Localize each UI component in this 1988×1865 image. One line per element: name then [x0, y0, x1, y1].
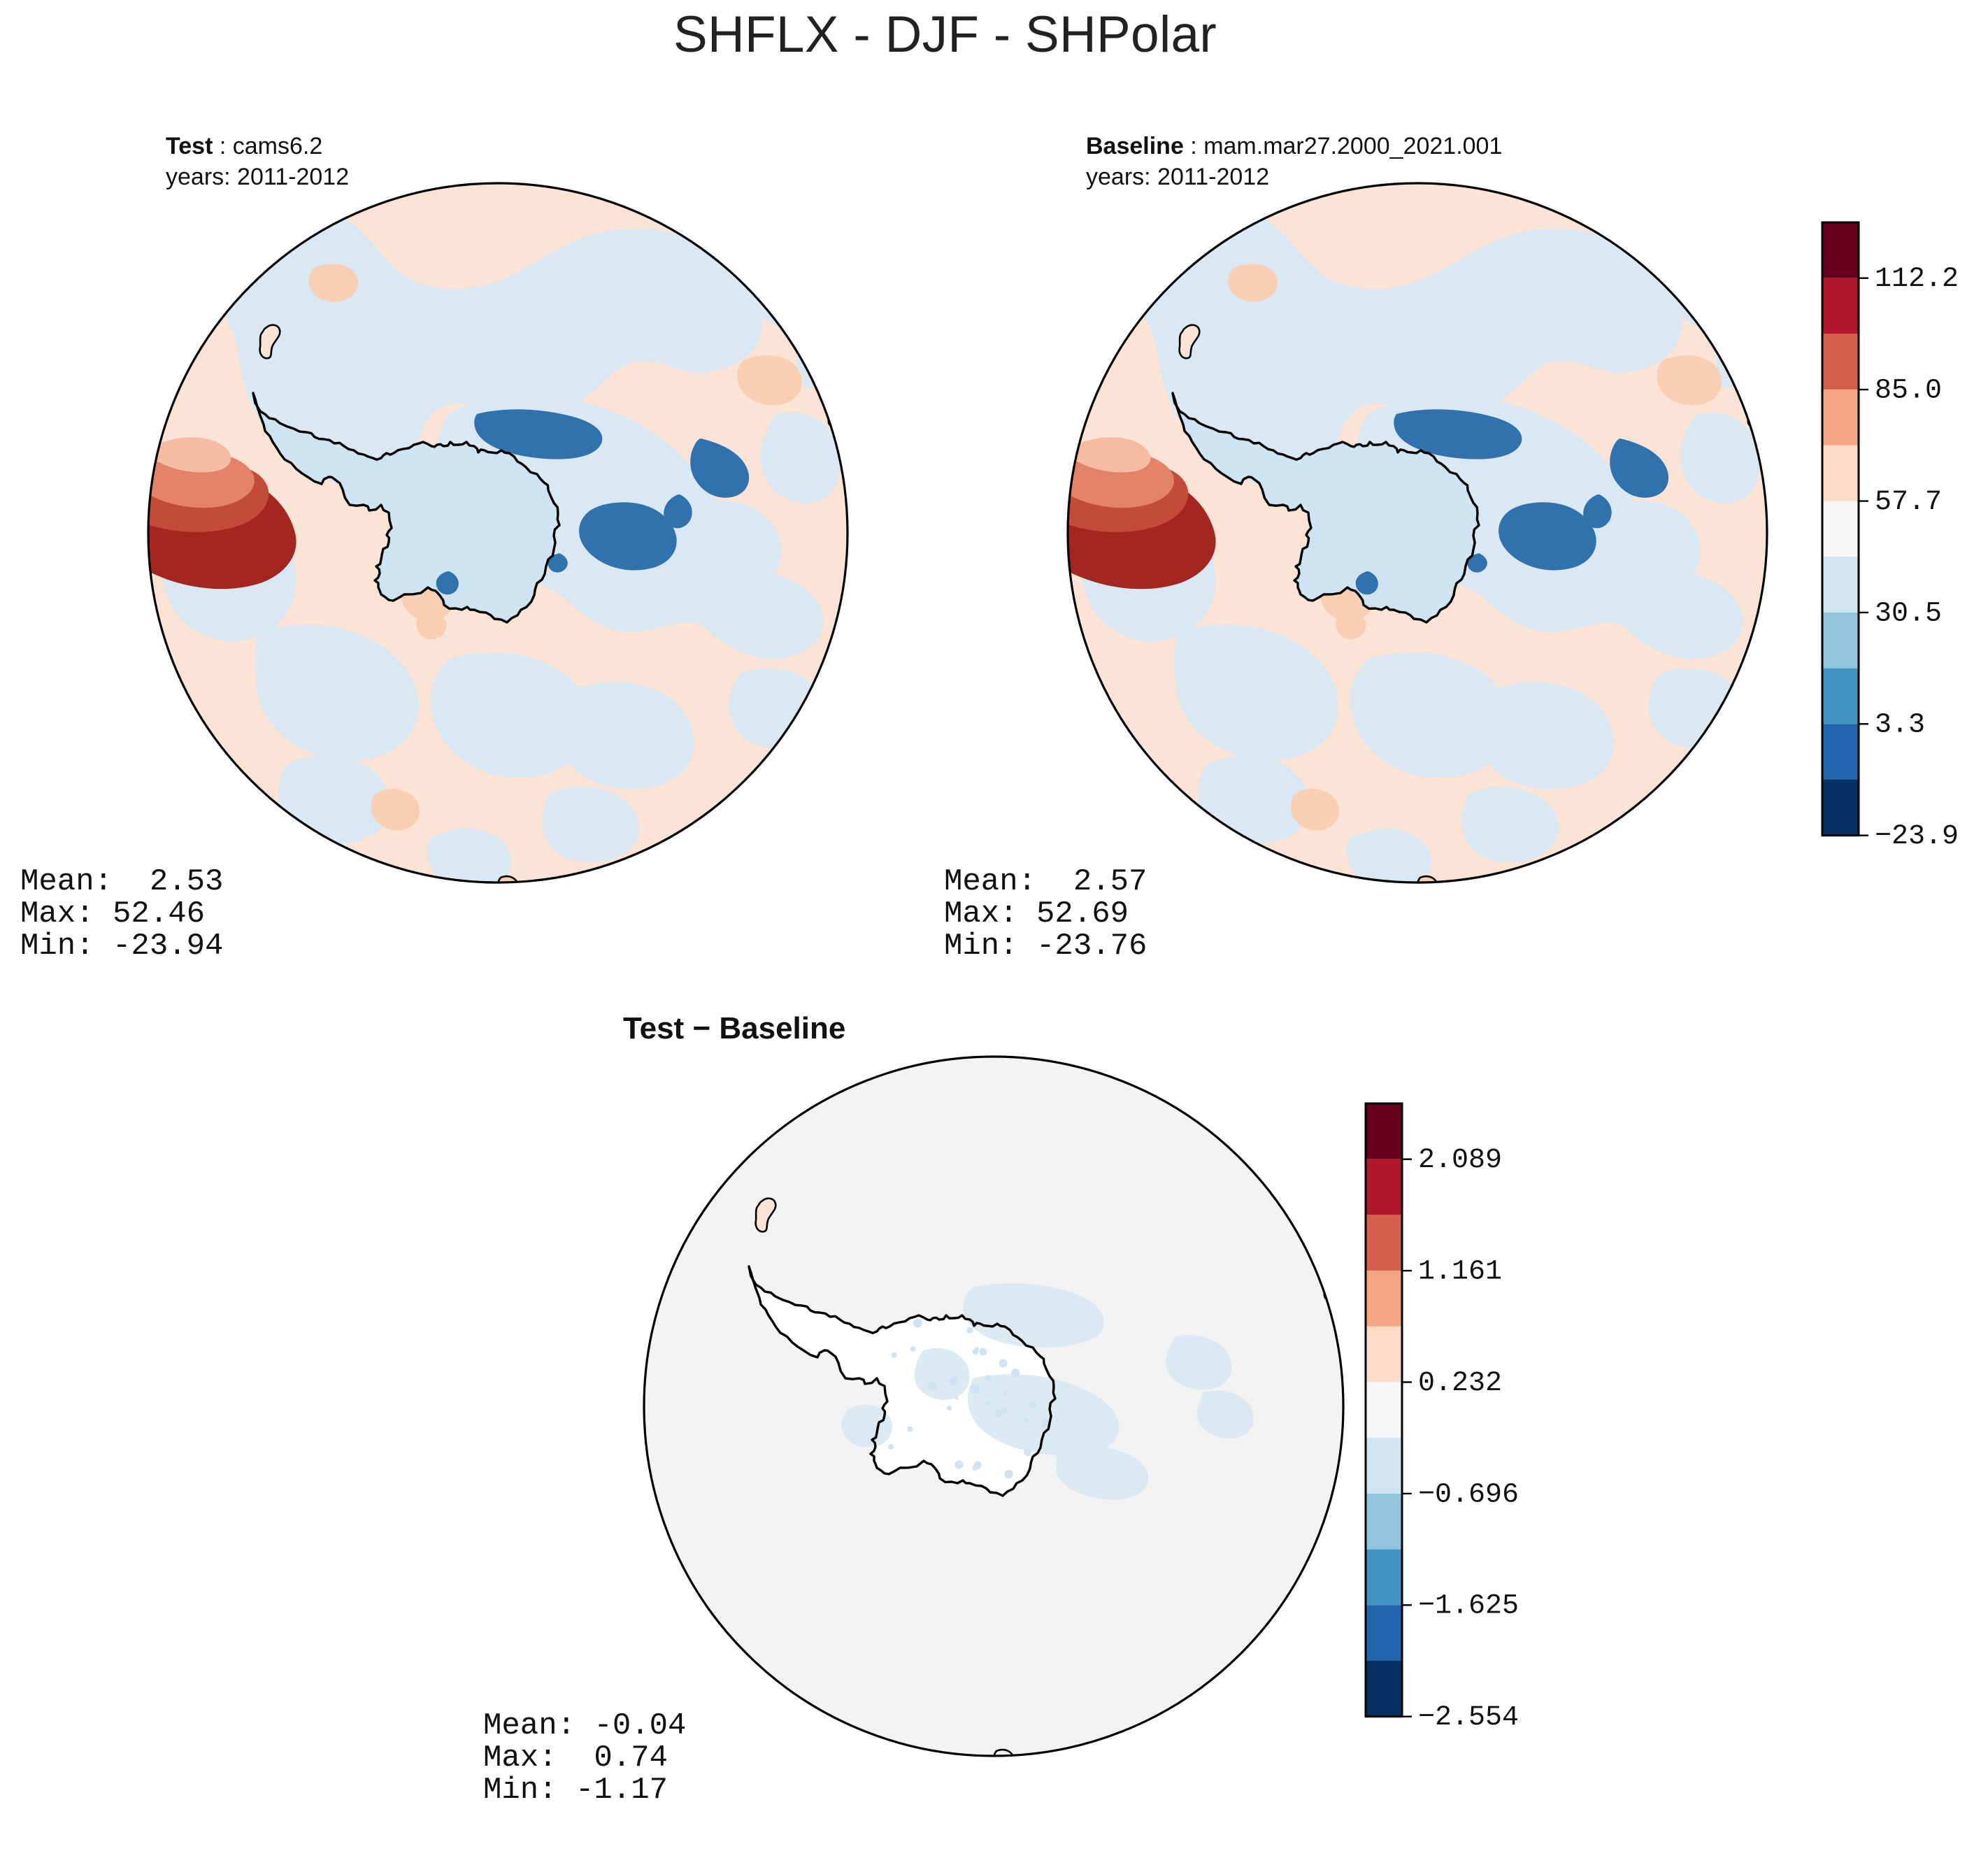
svg-text:0.232: 0.232 [1418, 1368, 1502, 1399]
svg-text:−0.696: −0.696 [1418, 1479, 1519, 1510]
svg-text:2.089: 2.089 [1418, 1145, 1502, 1176]
svg-text:−1.625: −1.625 [1418, 1591, 1519, 1622]
svg-text:57.7: 57.7 [1875, 487, 1942, 518]
svg-text:30.5: 30.5 [1875, 598, 1942, 629]
svg-text:−2.554: −2.554 [1418, 1702, 1519, 1734]
svg-text:3.3: 3.3 [1875, 710, 1925, 741]
svg-text:112.2: 112.2 [1875, 264, 1959, 295]
svg-text:85.0: 85.0 [1875, 376, 1942, 407]
svg-text:−23.9: −23.9 [1875, 821, 1959, 852]
svg-text:1.161: 1.161 [1418, 1257, 1502, 1288]
